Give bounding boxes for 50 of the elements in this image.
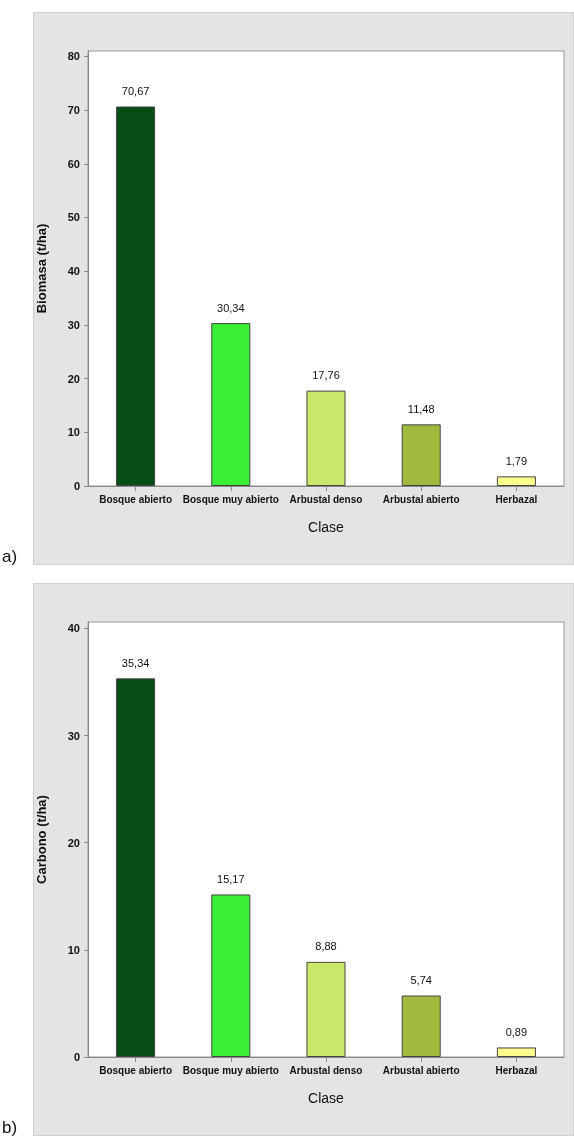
data-label: 17,76 — [312, 369, 340, 382]
data-label: 11,48 — [407, 402, 435, 415]
y-tick-label: 80 — [67, 50, 80, 63]
bar — [116, 106, 156, 486]
data-label: 1,79 — [505, 454, 528, 467]
text: a) — [2, 547, 18, 566]
x-tick-label: Bosque muy abierto — [182, 1064, 279, 1076]
x-axis-title: Clase — [308, 519, 345, 535]
y-tick-label: 10 — [67, 943, 80, 956]
y-tick-label: 70 — [67, 104, 80, 117]
x-tick-label: Arbustal abierto — [382, 493, 460, 505]
x-tick-label: Bosque abierto — [99, 493, 172, 505]
bar — [211, 323, 251, 486]
y-tick-label: 10 — [67, 426, 80, 439]
y-axis-title: Carbono (t/ha) — [34, 795, 49, 884]
y-tick-label: 30 — [67, 318, 80, 331]
bar — [116, 678, 156, 1057]
text: b) — [2, 1118, 18, 1137]
x-tick-label: Arbustal abierto — [382, 1064, 460, 1076]
y-tick-label: 40 — [67, 265, 80, 278]
y-tick-label: 0 — [73, 480, 80, 492]
y-axis-title: Biomasa (t/ha) — [34, 223, 49, 314]
data-label: 70,67 — [121, 84, 150, 97]
data-label: 15,17 — [217, 872, 245, 885]
data-label: 30,34 — [217, 301, 245, 314]
bar — [496, 1047, 536, 1057]
y-tick-label: 40 — [67, 622, 80, 635]
bar — [401, 995, 441, 1057]
data-label: 35,34 — [121, 656, 150, 669]
data-label: 5,74 — [410, 974, 432, 986]
bar — [496, 476, 536, 486]
y-tick-label: 60 — [67, 157, 80, 170]
x-tick-label: Herbazal — [495, 493, 538, 505]
y-tick-label: 0 — [73, 1051, 80, 1063]
bar — [306, 390, 346, 486]
bar — [306, 961, 346, 1057]
bar — [401, 424, 441, 486]
y-tick-label: 20 — [67, 836, 80, 849]
bar — [211, 894, 251, 1057]
data-label: 8,88 — [315, 940, 337, 953]
x-axis-title: Clase — [308, 1090, 345, 1106]
x-tick-label: Arbustal denso — [289, 1064, 363, 1076]
x-tick-label: Arbustal denso — [289, 493, 363, 505]
x-tick-label: Bosque muy abierto — [182, 493, 279, 505]
x-tick-label: Herbazal — [495, 1064, 538, 1076]
y-tick-label: 30 — [67, 729, 80, 742]
y-tick-label: 50 — [67, 211, 80, 224]
data-label: 0,89 — [505, 1025, 528, 1038]
x-tick-label: Bosque abierto — [99, 1064, 172, 1076]
y-tick-label: 20 — [67, 372, 80, 385]
